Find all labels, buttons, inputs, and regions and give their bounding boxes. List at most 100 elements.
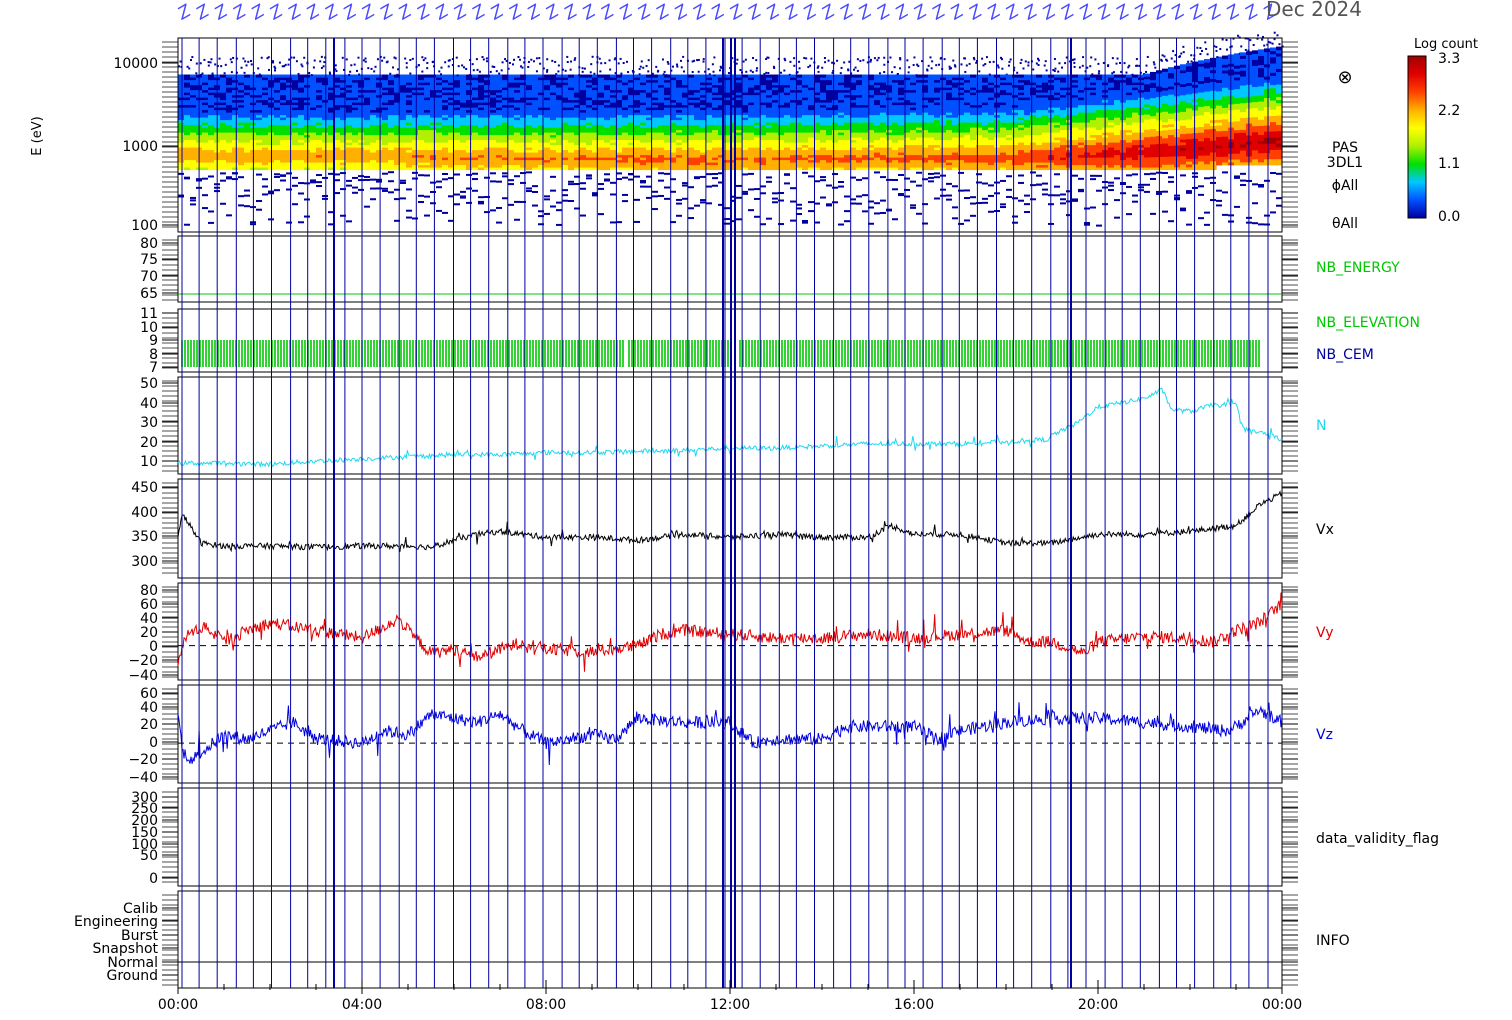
time-tick-1: 04:00 — [342, 997, 382, 1013]
vy-tick-6: −40 — [128, 668, 158, 684]
event-marker: Z — [707, 1, 728, 25]
vz-tick-1: 40 — [140, 700, 158, 716]
event-marker: Z — [781, 1, 802, 25]
event-marker: Z — [799, 1, 820, 25]
info-tick-4: Normal — [107, 955, 158, 971]
validity-tick-1: 250 — [131, 801, 158, 817]
event-marker: Z — [854, 1, 875, 25]
event-marker: Z — [174, 1, 195, 25]
sc-symbol: ⊗ — [1337, 67, 1352, 88]
colorbar-tick-1: 2.2 — [1438, 103, 1460, 119]
spectrogram-ylabel: E (eV) — [30, 116, 45, 155]
info-tick-0: Calib — [123, 901, 158, 917]
time-tick-2: 08:00 — [526, 997, 566, 1013]
event-marker: Z — [358, 1, 379, 25]
event-marker: Z — [229, 1, 250, 25]
event-marker: Z — [376, 1, 397, 25]
nb-energy-label: NB_ENERGY — [1316, 260, 1400, 276]
event-marker: Z — [560, 1, 581, 25]
colorbar-scale — [1407, 55, 1427, 219]
event-marker: Z — [762, 1, 783, 25]
event-marker: Z — [210, 1, 231, 25]
time-tick-5: 20:00 — [1078, 997, 1118, 1013]
event-marker: Z — [1094, 1, 1115, 25]
nb-elevation-tick-4: 7 — [149, 360, 158, 376]
spectrogram-tick-2: 100 — [131, 218, 158, 234]
event-marker: Z — [413, 1, 434, 25]
event-marker: Z — [891, 1, 912, 25]
event-marker: Z — [450, 1, 471, 25]
info-tick-1: Engineering — [74, 914, 158, 930]
validity-tick-3: 150 — [131, 825, 158, 841]
event-marker: Z — [1075, 1, 1096, 25]
event-marker: Z — [523, 1, 544, 25]
panels: 1000010001008075706511109875040302010450… — [74, 37, 1298, 989]
nb-elevation-tick-3: 8 — [149, 347, 158, 363]
time-tick-4: 16:00 — [894, 997, 934, 1013]
event-marker: Z — [910, 1, 931, 25]
event-marker: Z — [578, 1, 599, 25]
vy-tick-4: 0 — [149, 639, 158, 655]
colorbar-tick-3: 0.0 — [1438, 209, 1460, 225]
nb-elevation-tick-0: 11 — [140, 306, 158, 322]
info-label: INFO — [1316, 933, 1350, 949]
vy-tick-3: 20 — [140, 625, 158, 641]
nb-energy-tick-0: 80 — [140, 236, 158, 252]
event-marker: Z — [302, 1, 323, 25]
event-marker: Z — [670, 1, 691, 25]
event-marker: Z — [1241, 1, 1262, 25]
event-marker: Z — [1186, 1, 1207, 25]
event-marker: Z — [266, 1, 287, 25]
event-marker: Z — [652, 1, 673, 25]
vx-tick-2: 350 — [131, 529, 158, 545]
panel-labels: E (eV) ⊗ PAS 3DL1 ϕAll θAll NB_ENERGY NB… — [30, 67, 1439, 949]
event-marker: Z — [1130, 1, 1151, 25]
validity-label: data_validity_flag — [1316, 831, 1439, 847]
nb-elevation-tick-2: 9 — [149, 333, 158, 349]
event-marker: Z — [615, 1, 636, 25]
event-marker: Z — [1222, 1, 1243, 25]
nb-elevation-tick-1: 10 — [140, 320, 158, 336]
event-marker: Z — [431, 1, 452, 25]
event-marker-row: ZZZZZZZZZZZZZZZZZZZZZZZZZZZZZZZZZZZZZZZZ… — [174, 1, 1281, 25]
vz-tick-2: 20 — [140, 717, 158, 733]
vy-label: Vy — [1316, 625, 1334, 641]
event-marker: Z — [634, 1, 655, 25]
event-marker: Z — [1057, 1, 1078, 25]
product-label: 3DL1 — [1327, 155, 1363, 171]
density-tick-3: 20 — [140, 435, 158, 451]
event-marker: Z — [1020, 1, 1041, 25]
event-marker: Z — [486, 1, 507, 25]
info-tick-5: Ground — [107, 968, 159, 984]
time-tick-0: 00:00 — [158, 997, 198, 1013]
phi-label: ϕAll — [1332, 178, 1359, 194]
vz-label: Vz — [1316, 727, 1333, 743]
nb-elevation-label: NB_ELEVATION — [1316, 315, 1420, 331]
event-marker: Z — [818, 1, 839, 25]
event-marker: Z — [946, 1, 967, 25]
event-marker: Z — [505, 1, 526, 25]
vy-tick-0: 80 — [140, 583, 158, 599]
theta-label: θAll — [1332, 216, 1358, 232]
density-tick-0: 50 — [140, 376, 158, 392]
validity-tick-5: 50 — [140, 848, 158, 864]
event-marker: Z — [726, 1, 747, 25]
event-marker: Z — [744, 1, 765, 25]
validity-tick-4: 100 — [131, 837, 158, 853]
event-marker: Z — [965, 1, 986, 25]
vx-label: Vx — [1316, 522, 1334, 538]
spectrogram-tick-0: 10000 — [113, 56, 158, 72]
event-marker: Z — [689, 1, 710, 25]
event-marker: Z — [1167, 1, 1188, 25]
nb-energy-tick-1: 75 — [140, 252, 158, 268]
nb-energy-tick-2: 70 — [140, 269, 158, 285]
event-marker: Z — [983, 1, 1004, 25]
vx-tick-3: 300 — [131, 554, 158, 570]
density-tick-2: 30 — [140, 415, 158, 431]
info-tick-2: Burst — [121, 928, 159, 944]
nb-cem-label: NB_CEM — [1316, 347, 1374, 363]
event-marker: Z — [1112, 1, 1133, 25]
event-marker: Z — [394, 1, 415, 25]
vy-tick-1: 60 — [140, 597, 158, 613]
info-tick-3: Snapshot — [93, 941, 159, 957]
